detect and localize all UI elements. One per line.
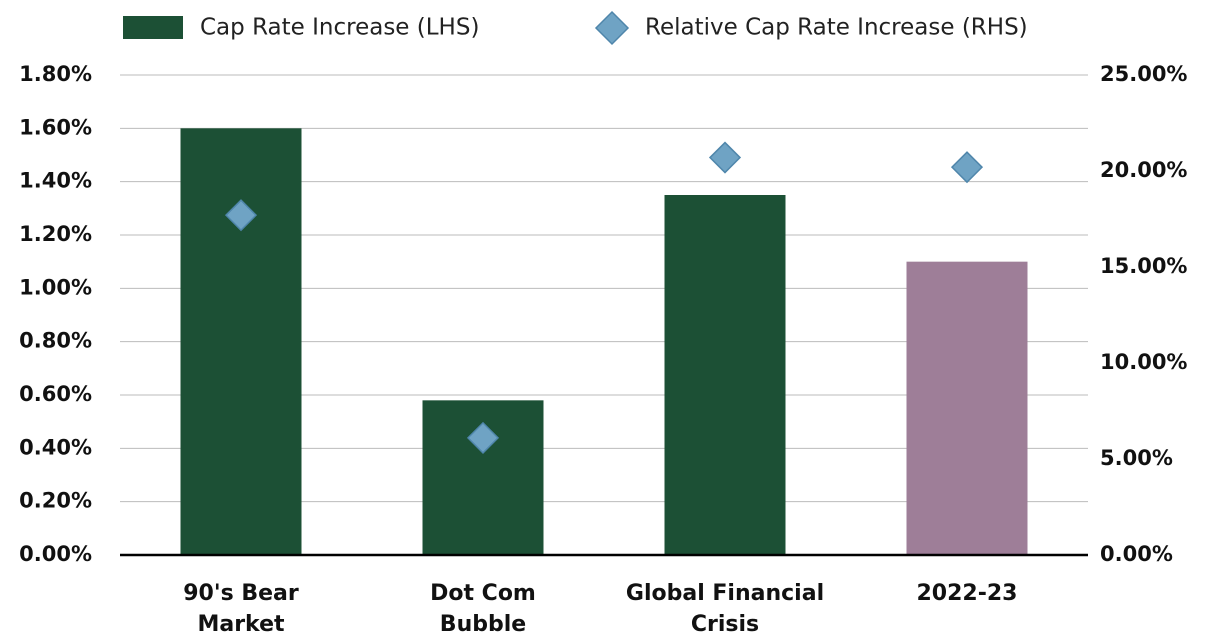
x-tick-label: Global Financial Crisis (625, 581, 825, 637)
y-tick-label: 0.60% (19, 382, 92, 406)
y-tick-label: 1.80% (19, 62, 92, 86)
y2-tick-label: 15.00% (1100, 254, 1187, 278)
legend-label: Cap Rate Increase (LHS) (200, 15, 479, 41)
diamond-marker (950, 151, 984, 184)
y2-tick-label: 0.00% (1100, 542, 1173, 566)
y2-tick-label: 25.00% (1100, 62, 1187, 86)
legend-label: Relative Cap Rate Increase (RHS) (645, 15, 1028, 41)
diamond-marker (708, 141, 742, 174)
x-tick-label: 2022-23 (916, 581, 1018, 606)
y-tick-label: 1.00% (19, 275, 92, 299)
y-tick-label: 0.40% (19, 435, 92, 459)
y-tick-label: 0.20% (19, 489, 92, 513)
legend-swatch (594, 10, 630, 46)
diamond-marker (466, 421, 500, 454)
y-tick-label: 1.20% (19, 222, 92, 246)
diamond-marker (224, 199, 258, 232)
y-tick-label: 0.00% (19, 542, 92, 566)
y2-tick-label: 20.00% (1100, 158, 1187, 182)
y-tick-label: 0.80% (19, 329, 92, 353)
bar (180, 128, 302, 556)
y2-tick-label: 5.00% (1100, 446, 1173, 470)
x-tick-label: 90's Bear Market (183, 581, 299, 637)
y-tick-label: 1.40% (19, 169, 92, 193)
bar (906, 261, 1028, 555)
y-tick-label: 1.60% (19, 115, 92, 139)
legend-swatch (123, 16, 183, 39)
x-tick-label: Dot Com Bubble (430, 581, 536, 637)
y2-tick-label: 10.00% (1100, 350, 1187, 374)
bar (664, 195, 786, 555)
